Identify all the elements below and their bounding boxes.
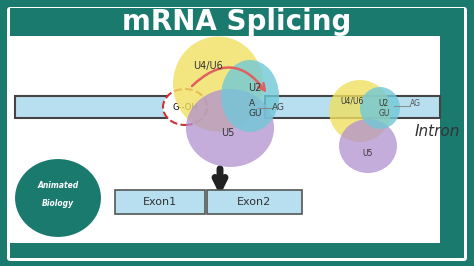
- Text: U4/U6: U4/U6: [193, 61, 223, 71]
- Text: Exon1: Exon1: [143, 197, 177, 207]
- FancyBboxPatch shape: [7, 7, 467, 261]
- Ellipse shape: [360, 87, 400, 129]
- Ellipse shape: [163, 89, 207, 125]
- Text: Exon2: Exon2: [237, 197, 271, 207]
- Text: G--OH: G--OH: [172, 102, 198, 111]
- Text: A: A: [249, 98, 255, 107]
- Ellipse shape: [186, 89, 274, 167]
- Text: U5: U5: [221, 128, 235, 138]
- FancyBboxPatch shape: [207, 190, 302, 214]
- Text: Biology: Biology: [42, 200, 74, 209]
- Text: AG: AG: [410, 98, 421, 107]
- Ellipse shape: [221, 60, 279, 132]
- FancyBboxPatch shape: [15, 96, 175, 118]
- FancyArrowPatch shape: [192, 68, 265, 90]
- Text: Intron: Intron: [415, 123, 460, 139]
- Text: Animated: Animated: [37, 181, 79, 190]
- Text: AG: AG: [272, 103, 285, 113]
- FancyBboxPatch shape: [10, 243, 464, 258]
- Ellipse shape: [339, 119, 397, 173]
- Text: U2: U2: [248, 83, 262, 93]
- Text: U2: U2: [379, 98, 389, 107]
- FancyBboxPatch shape: [440, 8, 464, 258]
- Text: mRNA Splicing: mRNA Splicing: [122, 8, 352, 36]
- Text: GU: GU: [378, 110, 390, 118]
- FancyBboxPatch shape: [10, 8, 464, 36]
- Text: U4/U6: U4/U6: [340, 97, 364, 106]
- Text: GU: GU: [248, 109, 262, 118]
- FancyBboxPatch shape: [265, 96, 440, 118]
- Ellipse shape: [173, 36, 263, 131]
- Ellipse shape: [14, 158, 102, 238]
- Ellipse shape: [329, 80, 391, 142]
- FancyBboxPatch shape: [115, 190, 205, 214]
- Text: U5: U5: [363, 149, 373, 159]
